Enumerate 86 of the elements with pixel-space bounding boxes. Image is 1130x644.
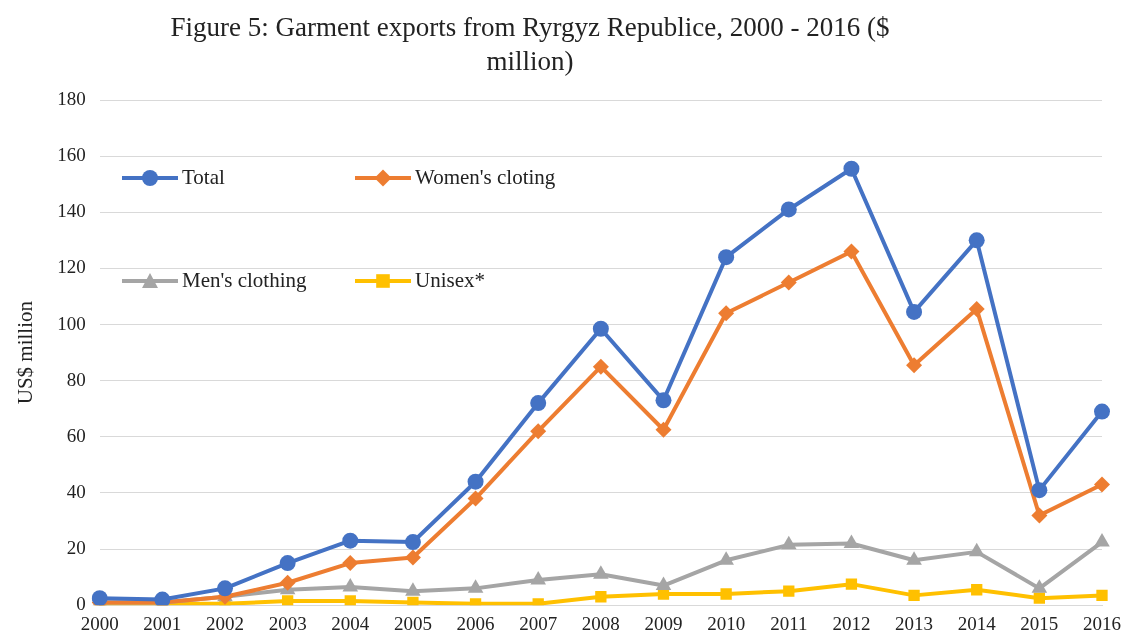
point bbox=[718, 551, 734, 565]
x-tick-label: 2001 bbox=[143, 612, 182, 634]
point bbox=[908, 589, 920, 602]
point bbox=[845, 578, 858, 590]
x-tick-label: 2008 bbox=[581, 612, 620, 634]
legend-label: Women's cloting bbox=[415, 165, 556, 190]
point bbox=[405, 582, 421, 596]
point bbox=[720, 588, 732, 600]
point bbox=[216, 580, 233, 597]
point bbox=[783, 585, 795, 597]
y-tick-label: 40 bbox=[66, 480, 86, 502]
point bbox=[344, 595, 356, 606]
point bbox=[968, 301, 985, 318]
y-tick-label: 60 bbox=[66, 424, 86, 446]
point bbox=[530, 395, 547, 412]
point bbox=[281, 595, 294, 606]
point bbox=[467, 579, 484, 593]
point bbox=[467, 490, 484, 507]
point bbox=[279, 555, 296, 572]
point bbox=[1094, 403, 1110, 420]
point bbox=[593, 565, 609, 579]
x-tick-label: 2014 bbox=[957, 612, 997, 634]
point bbox=[906, 357, 923, 374]
point bbox=[404, 534, 421, 551]
point bbox=[780, 274, 797, 291]
point bbox=[718, 249, 735, 266]
point bbox=[592, 320, 609, 337]
point bbox=[655, 421, 672, 438]
point bbox=[1033, 592, 1046, 604]
y-tick-label: 80 bbox=[66, 368, 86, 390]
point bbox=[407, 596, 419, 606]
x-tick-label: 2006 bbox=[456, 612, 495, 634]
legend-label: Men's clothing bbox=[182, 268, 307, 293]
x-tick-label: 2015 bbox=[1020, 612, 1059, 634]
point bbox=[342, 555, 359, 572]
x-tick-label: 2002 bbox=[205, 612, 244, 634]
x-tick-label: 2005 bbox=[393, 612, 432, 634]
point bbox=[843, 243, 860, 260]
point bbox=[342, 577, 359, 592]
point bbox=[843, 534, 860, 548]
x-tick-label: 2011 bbox=[770, 612, 808, 634]
point bbox=[342, 532, 359, 549]
x-tick-label: 2000 bbox=[80, 612, 119, 634]
y-tick-label: 120 bbox=[57, 256, 86, 278]
x-tick-label: 2007 bbox=[519, 612, 558, 634]
point bbox=[780, 535, 797, 550]
point bbox=[968, 232, 985, 249]
y-tick-label: 180 bbox=[57, 87, 86, 109]
point bbox=[968, 542, 985, 557]
chart-title: Figure 5: Garment exports from Ryrgyz Republice, 2000 - 2016 ($ million) bbox=[169, 11, 891, 78]
y-axis-title: US$ million bbox=[13, 300, 38, 405]
point bbox=[1031, 507, 1048, 524]
point bbox=[655, 576, 672, 591]
legend-label: Total bbox=[182, 165, 225, 190]
point bbox=[718, 305, 735, 322]
y-tick-label: 100 bbox=[57, 312, 86, 334]
point bbox=[1031, 482, 1048, 499]
x-tick-label: 2016 bbox=[1083, 612, 1121, 634]
point bbox=[595, 591, 607, 603]
legend-label: Unisex* bbox=[415, 268, 485, 293]
y-tick-label: 160 bbox=[57, 144, 86, 166]
point bbox=[530, 423, 547, 440]
point bbox=[592, 358, 609, 375]
point bbox=[906, 551, 922, 565]
point bbox=[1096, 589, 1108, 602]
point bbox=[530, 570, 546, 585]
x-tick-label: 2009 bbox=[644, 612, 683, 634]
x-tick-label: 2004 bbox=[331, 612, 370, 634]
point bbox=[1031, 579, 1048, 593]
point bbox=[279, 574, 296, 591]
x-tick-label: 2010 bbox=[707, 612, 746, 634]
y-tick-label: 0 bbox=[76, 593, 86, 615]
point bbox=[971, 584, 983, 596]
y-tick-label: 140 bbox=[57, 200, 86, 222]
point bbox=[843, 160, 860, 177]
point bbox=[467, 473, 484, 490]
point bbox=[655, 392, 672, 409]
y-tick-label: 20 bbox=[66, 537, 86, 559]
point bbox=[1094, 476, 1110, 493]
x-tick-label: 2012 bbox=[832, 612, 871, 634]
x-tick-label: 2003 bbox=[268, 612, 307, 634]
point bbox=[404, 549, 421, 566]
point bbox=[780, 201, 797, 218]
point bbox=[1094, 533, 1110, 547]
x-tick-label: 2013 bbox=[895, 612, 934, 634]
point bbox=[906, 303, 923, 320]
